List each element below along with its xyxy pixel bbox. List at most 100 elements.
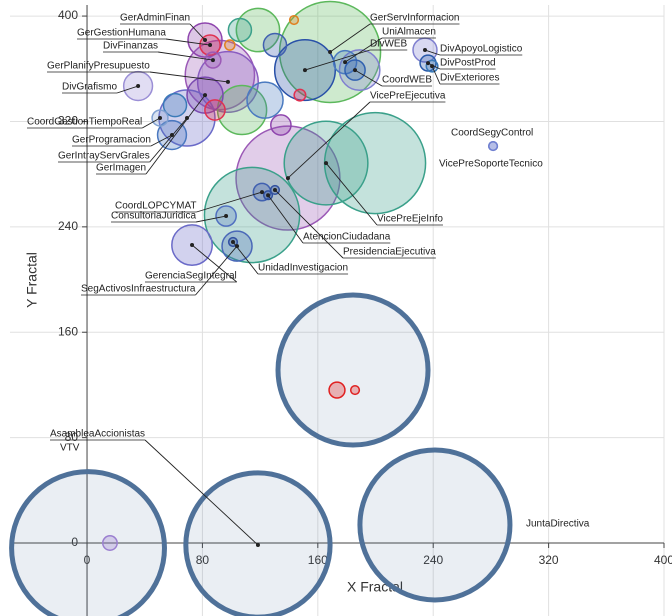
leader-line — [149, 117, 188, 163]
x-tick-label: 320 — [539, 553, 559, 567]
bubble-label: GerImagen — [96, 163, 146, 174]
y-tick-label: 160 — [58, 324, 78, 338]
bubble — [224, 39, 236, 51]
leader-end — [343, 60, 348, 65]
leader-line — [145, 94, 206, 175]
x-tick-label: 160 — [308, 553, 328, 567]
bubble — [288, 14, 300, 26]
leader-end — [426, 61, 431, 66]
leader-end — [266, 193, 271, 198]
bubble-label: PresidenciaEjecutiva — [343, 247, 436, 258]
bubble — [270, 114, 292, 136]
leader-line — [165, 38, 211, 46]
bubble-label: GerGestionHumana — [77, 28, 166, 39]
leader-end — [231, 239, 236, 244]
leader-line — [267, 194, 304, 244]
bubble-label: VicePreEjecutiva — [370, 91, 446, 102]
bubble-label: ConsultoriaJuridica — [111, 211, 196, 222]
leader-line — [344, 37, 383, 63]
bubble-label: DivWEB — [370, 39, 408, 50]
bubble-label: DivApoyoLogistico — [440, 44, 523, 55]
bubble-label: AsambleaAccionistas — [50, 429, 145, 440]
bubble-label: GerAdminFinan — [120, 13, 190, 24]
bubble-label: GerPlanifyPresupuesto — [47, 61, 150, 72]
bubble-label: GerServInformacion — [370, 13, 459, 24]
bubble — [357, 447, 513, 603]
bubble-label: AtencionCiudadana — [303, 232, 391, 243]
leader-line — [116, 85, 139, 94]
bubble — [204, 99, 226, 121]
y-tick-label: 400 — [58, 8, 78, 22]
bubble-label: DivFinanzas — [103, 41, 158, 52]
bubble-label: CoordLOPCYMAT — [115, 201, 197, 212]
y-tick-label: 240 — [58, 219, 78, 233]
y-axis-title: Y Fractal — [24, 252, 40, 308]
leader-line — [431, 65, 441, 85]
bubble-label: JuntaDirectiva — [526, 519, 590, 530]
leader-end — [272, 187, 277, 192]
leader-end — [255, 542, 260, 547]
bubble-label: DivGrafismo — [62, 82, 117, 93]
leader-line — [274, 189, 344, 259]
leader-end — [324, 161, 329, 166]
leader-line — [329, 23, 371, 53]
leader-line — [195, 215, 227, 223]
bubble — [328, 381, 346, 399]
leader-line — [191, 244, 238, 283]
x-tick-label: 80 — [196, 553, 210, 567]
leader-end — [285, 176, 290, 181]
bubble — [101, 535, 118, 551]
leader-line — [325, 162, 378, 226]
bubble-label: DivExteriores — [440, 73, 499, 84]
x-tick-label: 400 — [654, 553, 672, 567]
leader-end — [158, 116, 163, 121]
labels: GerAdminFinan GerGestionHumana DivFinanzas… — [27, 13, 590, 547]
bubble — [487, 141, 499, 152]
leader-line — [354, 69, 383, 87]
bubble — [349, 384, 361, 396]
leader-end — [224, 214, 229, 219]
leader-end — [190, 243, 195, 248]
bubble-label: GerIntrayServGrales — [58, 151, 150, 162]
bubble-label: VTV — [60, 443, 80, 454]
bubble-label: UniAlmacen — [382, 27, 436, 38]
leader-line — [424, 49, 441, 56]
bubble — [162, 92, 188, 118]
leader-line — [232, 241, 259, 275]
bubble-label: VicePreEjeInfo — [377, 214, 443, 225]
leader-end — [430, 64, 435, 69]
bubble — [227, 17, 253, 43]
leader-end — [208, 43, 213, 48]
bubble — [293, 88, 307, 102]
bubble — [246, 81, 284, 119]
leader-line — [144, 439, 259, 546]
leader-end — [203, 38, 208, 43]
bubble-label: CoordGestionTiempoReal — [27, 117, 142, 128]
leader-end — [235, 244, 240, 249]
leader-end — [136, 84, 141, 89]
y-tick-label: 320 — [58, 114, 78, 128]
bubble-label: VicePreSoporteTecnico — [439, 159, 543, 170]
leader-line — [287, 101, 371, 179]
leader-end — [422, 48, 427, 53]
leader-line — [189, 23, 206, 41]
bubble-label: DivPostProd — [440, 58, 496, 69]
leader-end — [184, 116, 189, 121]
leader-end — [225, 79, 230, 84]
leader-line — [142, 117, 161, 129]
bubble-label: UnidadInvestigacion — [258, 263, 348, 274]
leader-end — [328, 50, 333, 55]
bubble — [275, 292, 431, 448]
bubble-label: GerenciaSegIntegral — [145, 271, 237, 282]
leader-end — [203, 93, 208, 98]
leader-line — [157, 51, 214, 61]
leader-line — [304, 49, 371, 71]
leader-end — [210, 58, 215, 63]
bubble — [262, 32, 288, 58]
leader-line — [195, 245, 238, 296]
bubble — [216, 84, 268, 136]
bubble-label: SegActivosInfraestructura — [81, 284, 196, 295]
x-tick-label: 240 — [423, 553, 443, 567]
leader-end — [302, 68, 307, 73]
